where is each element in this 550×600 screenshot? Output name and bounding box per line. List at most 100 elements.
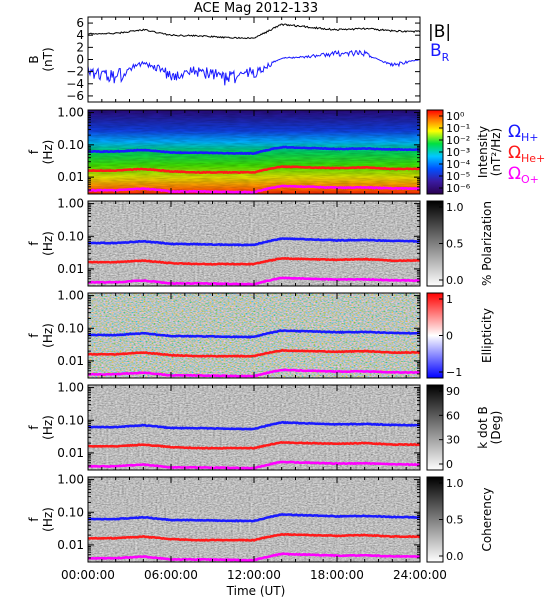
y-axis-unit: (nT) [41, 47, 55, 71]
y-axis-label: f [27, 517, 41, 522]
colorbar-tick-label: −1 [446, 366, 462, 379]
colorbar-unit: (Deg) [489, 411, 503, 445]
panel-coherency: 1.00 0.10 0.01 1.0 0.5 0.0 Coherency f (Hz) [27, 473, 494, 563]
colorbar-label: k dot B [476, 406, 490, 448]
legend-h-plus: ΩH+ [508, 122, 539, 144]
ytick-label: 2 [76, 40, 84, 54]
intensity-texture [88, 110, 420, 194]
legend-he-plus: ΩHe+ [508, 143, 545, 165]
y-axis-label: B [27, 55, 41, 63]
ytick-label: 1.00 [57, 106, 84, 120]
coherency-field [88, 477, 420, 562]
y-axis-unit: (Hz) [41, 507, 55, 532]
he-plus-gyrofrequency-line [88, 440, 420, 450]
panel-polarization: 1.00 0.10 0.01 1.0 0.5 0.0 % Polarization f (Hz) [27, 197, 494, 287]
ytick-label: 0.01 [57, 170, 84, 184]
spectrogram-coherency [88, 477, 420, 562]
ytick-label: −6 [66, 89, 84, 103]
total-field-line [88, 23, 420, 40]
radial-field-line [88, 49, 420, 86]
y-axis-label: f [27, 333, 41, 338]
ytick-label: 0.10 [57, 413, 84, 427]
he-plus-gyrofrequency-line [88, 532, 420, 542]
colorbar-tick-label: 0.5 [446, 514, 464, 527]
spectrogram-kdotb [88, 385, 420, 470]
h-plus-gyrofrequency-line [88, 512, 420, 523]
xtick-label: 06:00:00 [144, 568, 198, 582]
colorbar-unit: (nT²/Hz) [489, 128, 503, 176]
figure-title: ACE Mag 2012-133 [194, 1, 318, 16]
colorbar-tick-label: 10⁰ [446, 110, 465, 123]
colorbar-tick-label: 10⁻⁴ [446, 158, 471, 171]
y-axis-label: f [27, 149, 41, 154]
ytick-label: 0.01 [57, 446, 84, 460]
colorbar-tick-label: 10⁻⁶ [446, 182, 471, 195]
colorbar-label: % Polarization [480, 201, 494, 286]
legend-o-plus: ΩO+ [508, 164, 539, 186]
colorbar-tick-label: 10⁻² [446, 134, 470, 147]
h-plus-gyrofrequency-line [88, 237, 420, 247]
h-plus-gyrofrequency-line [88, 420, 420, 431]
ytick-label: 4 [76, 28, 84, 42]
colorbar-tick-label: 60 [446, 409, 460, 422]
ytick-label: 0.10 [57, 229, 84, 243]
h-plus-gyrofrequency-line [88, 145, 420, 156]
ytick-label: 0.01 [57, 354, 84, 368]
spectrogram-polarization [88, 201, 420, 286]
colorbar-tick-label: 30 [446, 434, 460, 447]
colorbar-tick-label: 10⁻⁵ [446, 170, 470, 183]
h-plus-gyrofrequency-line [88, 329, 420, 339]
he-plus-gyrofrequency-line [88, 256, 420, 266]
x-axis-label: Time (UT) [226, 584, 286, 598]
xtick-label: 24:00:00 [393, 568, 447, 582]
colorbar-tick-label: 1.0 [446, 477, 464, 490]
legend-total-field: |B| [428, 22, 451, 42]
ytick-label: 6 [76, 16, 84, 30]
colorbar-tick-label: 10⁻¹ [446, 122, 470, 135]
ytick-label: 0.01 [57, 538, 84, 552]
ytick-label: −2 [66, 65, 84, 79]
colorbar-tick-label: 0 [446, 330, 453, 343]
panel-kdotb: 1.00 0.10 0.01 90 60 30 0 k dot B (Deg) f (Hz) [27, 381, 503, 471]
ytick-label: 0.10 [57, 321, 84, 335]
colorbar-tick-label: 1.0 [446, 201, 464, 214]
ytick-label: 1.00 [57, 289, 84, 303]
ytick-label: 0.10 [57, 138, 84, 152]
ytick-label: 1.00 [57, 197, 84, 211]
ytick-label: 1.00 [57, 381, 84, 395]
spectrogram-intensity [88, 110, 420, 194]
y-axis-label: f [27, 425, 41, 430]
y-axis-unit: (Hz) [41, 231, 55, 256]
y-axis-label: f [27, 241, 41, 246]
colorbar-tick-label: 0.0 [446, 274, 464, 287]
panel-ellipticity: 1.00 0.10 0.01 1 0 −1 Ellipticity f (Hz) [27, 289, 494, 379]
y-axis-unit: (Hz) [41, 323, 55, 348]
colorbar-label: Coherency [480, 487, 494, 551]
colorbar-label: Ellipticity [480, 308, 494, 363]
kdotb-field [88, 385, 420, 470]
colorbar-label: Intensity [476, 126, 490, 178]
ytick-label: 0.10 [57, 505, 84, 519]
colorbar-tick-label: 0.5 [446, 238, 464, 251]
colorbar-kdotb [426, 384, 444, 471]
y-axis-unit: (Hz) [41, 140, 55, 165]
ytick-label: −4 [66, 77, 84, 91]
time-axis: 00:00:00 06:00:00 12:00:00 18:00:00 24:00:00 [61, 568, 447, 582]
legend-block: |B| BR ΩH+ ΩHe+ ΩO+ [428, 22, 545, 186]
colorbar-tick-label: 0.0 [446, 550, 464, 563]
he-plus-gyrofrequency-line [88, 165, 420, 175]
ytick-label: 0.01 [57, 262, 84, 276]
xtick-label: 12:00:00 [227, 568, 281, 582]
ytick-label: 0 [76, 53, 84, 67]
bfield-traces [88, 23, 420, 86]
colorbar-tick-label: 0 [446, 458, 453, 471]
ytick-label: 1.00 [57, 473, 84, 487]
colorbar-tick-label: 1 [446, 293, 453, 306]
legend-radial-field: BR [430, 41, 450, 64]
colorbar-tick-label: 90 [446, 385, 460, 398]
xtick-label: 00:00:00 [61, 568, 115, 582]
